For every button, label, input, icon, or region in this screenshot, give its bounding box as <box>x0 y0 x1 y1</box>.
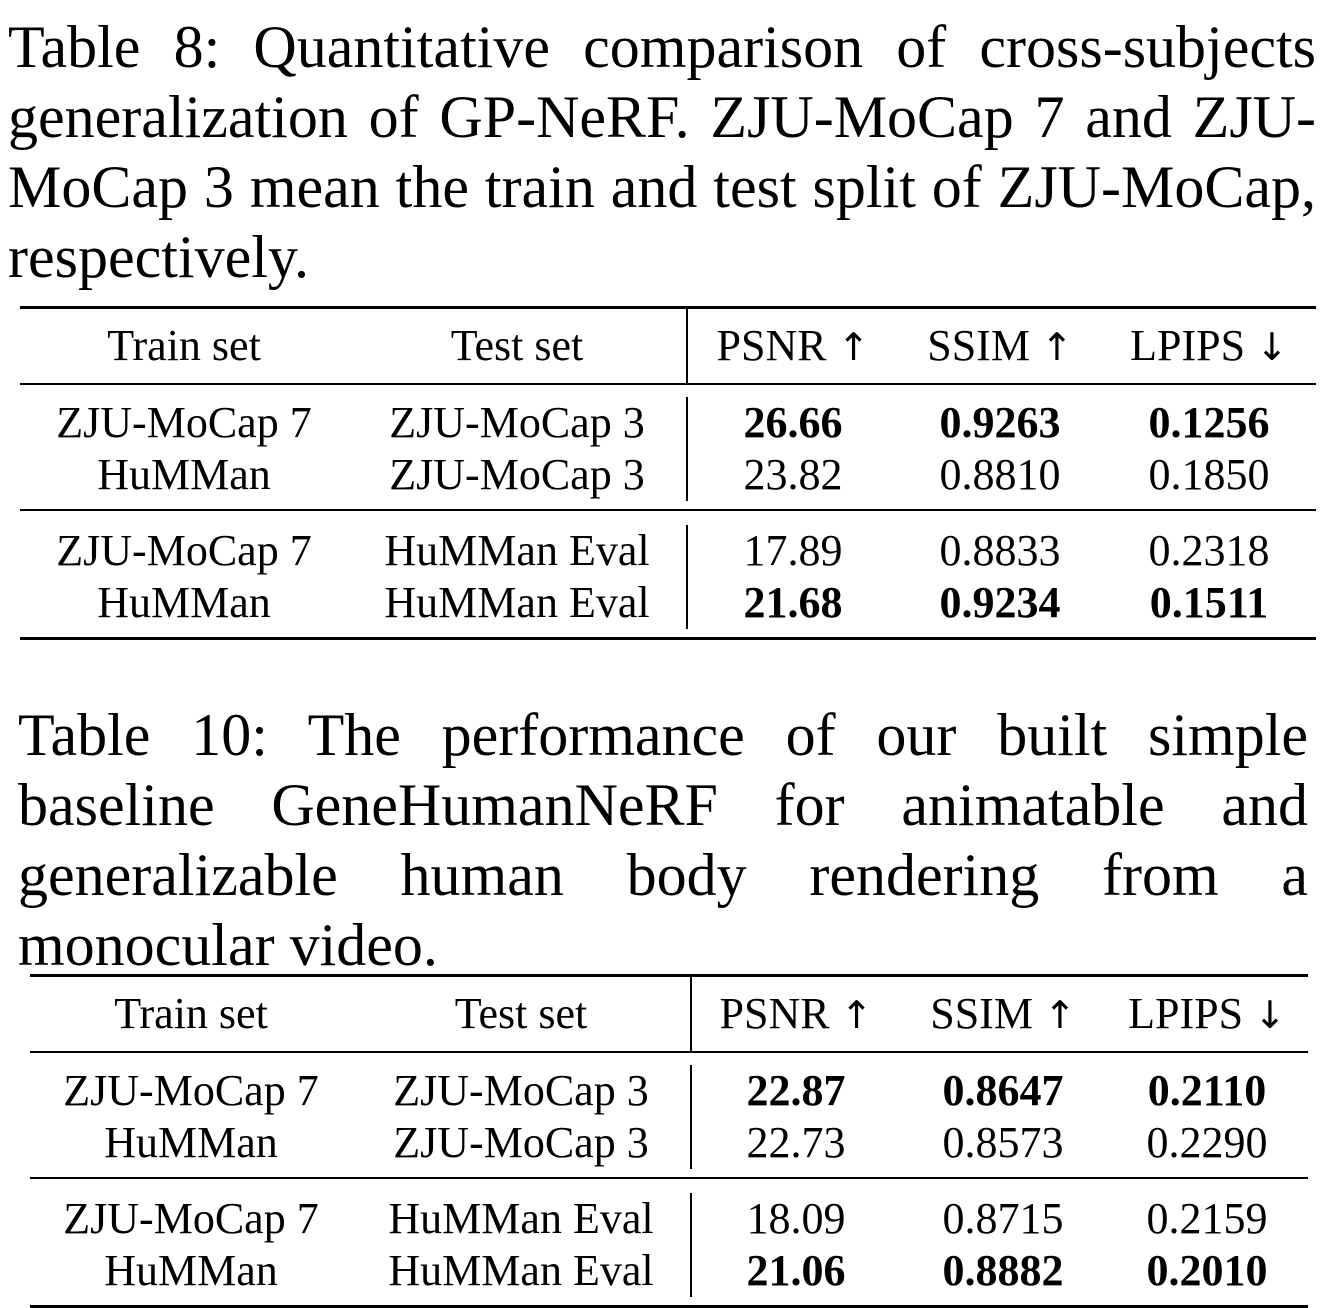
header-rule <box>30 1051 1308 1053</box>
header-ssim: SSIM ↑ <box>898 309 1102 384</box>
up-arrow-icon: ↑ <box>1040 324 1073 369</box>
table-row: ZJU-MoCap 7 HuMMan Eval 17.89 0.8833 0.2… <box>20 525 1316 577</box>
down-arrow-icon: ↓ <box>1254 992 1286 1037</box>
cell-lpips: 0.2010 <box>1146 1246 1268 1295</box>
table-header-row: Train set Test set PSNR ↑ SSIM ↑ LPIPS ↓ <box>20 309 1316 383</box>
cell-lpips: 0.2110 <box>1147 1066 1267 1115</box>
up-arrow-icon: ↑ <box>840 992 873 1037</box>
mid-rule <box>20 509 1316 511</box>
cell-test: HuMMan Eval <box>352 1193 692 1245</box>
cell-train: ZJU-MoCap 7 <box>56 398 312 447</box>
header-lpips: LPIPS ↓ <box>1102 309 1316 384</box>
cell-train: ZJU-MoCap 7 <box>63 1066 319 1115</box>
header-lpips: LPIPS ↓ <box>1106 977 1308 1052</box>
cell-psnr: 21.68 <box>743 578 843 627</box>
cell-test: ZJU-MoCap 3 <box>352 1065 692 1117</box>
row-group-zju-test: ZJU-MoCap 7 ZJU-MoCap 3 22.87 0.8647 0.2… <box>30 1053 1308 1177</box>
cell-test: HuMMan Eval <box>352 1245 692 1297</box>
cell-ssim: 0.8573 <box>942 1118 1064 1167</box>
cell-lpips: 0.1511 <box>1149 578 1269 627</box>
cell-lpips: 0.1256 <box>1148 398 1270 447</box>
cell-lpips: 0.2290 <box>1146 1118 1268 1167</box>
cell-lpips: 0.2318 <box>1148 526 1270 575</box>
cell-psnr: 26.66 <box>743 398 843 447</box>
cell-ssim: 0.8833 <box>939 526 1061 575</box>
cell-ssim: 0.9263 <box>939 398 1061 447</box>
table8-caption: Table 8: Quantitative comparison of cros… <box>8 14 1316 290</box>
header-psnr-label: PSNR <box>719 988 830 1038</box>
top-rule <box>20 306 1316 309</box>
header-lpips-label: LPIPS <box>1130 320 1246 370</box>
cell-test: HuMMan Eval <box>348 577 688 629</box>
header-ssim: SSIM ↑ <box>900 977 1106 1052</box>
cell-psnr: 23.82 <box>743 450 843 499</box>
table-row: ZJU-MoCap 7 HuMMan Eval 18.09 0.8715 0.2… <box>30 1193 1308 1245</box>
header-psnr: PSNR ↑ <box>688 309 898 384</box>
table-row: HuMMan HuMMan Eval 21.68 0.9234 0.1511 <box>20 577 1316 629</box>
table-row: ZJU-MoCap 7 ZJU-MoCap 3 22.87 0.8647 0.2… <box>30 1065 1308 1117</box>
table-row: HuMMan ZJU-MoCap 3 23.82 0.8810 0.1850 <box>20 449 1316 501</box>
header-test-set: Test set <box>352 977 692 1051</box>
header-ssim-label: SSIM <box>930 988 1033 1038</box>
header-lpips-label: LPIPS <box>1128 988 1244 1038</box>
table-row: HuMMan ZJU-MoCap 3 22.73 0.8573 0.2290 <box>30 1117 1308 1169</box>
cell-train: HuMMan <box>104 1246 278 1295</box>
bottom-rule <box>20 637 1316 640</box>
row-group-zju-test: ZJU-MoCap 7 ZJU-MoCap 3 26.66 0.9263 0.1… <box>20 385 1316 509</box>
header-train-set: Train set <box>107 321 261 370</box>
header-rule <box>20 383 1316 385</box>
top-rule <box>30 974 1308 977</box>
row-group-humman-test: ZJU-MoCap 7 HuMMan Eval 17.89 0.8833 0.2… <box>20 511 1316 637</box>
cell-psnr: 17.89 <box>743 526 843 575</box>
up-arrow-icon: ↑ <box>1043 992 1076 1037</box>
table8: Train set Test set PSNR ↑ SSIM ↑ LPIPS ↓… <box>20 306 1316 640</box>
cell-psnr: 18.09 <box>746 1194 846 1243</box>
cell-train: ZJU-MoCap 7 <box>56 526 312 575</box>
header-ssim-label: SSIM <box>927 320 1030 370</box>
cell-psnr: 22.87 <box>746 1066 846 1115</box>
row-group-humman-test: ZJU-MoCap 7 HuMMan Eval 18.09 0.8715 0.2… <box>30 1179 1308 1305</box>
header-train-set: Train set <box>114 989 268 1038</box>
cell-test: HuMMan Eval <box>348 525 688 577</box>
cell-lpips: 0.1850 <box>1148 450 1270 499</box>
table10: Train set Test set PSNR ↑ SSIM ↑ LPIPS ↓… <box>30 974 1308 1308</box>
cell-ssim: 0.8810 <box>939 450 1061 499</box>
table-header-row: Train set Test set PSNR ↑ SSIM ↑ LPIPS ↓ <box>30 977 1308 1051</box>
cell-test: ZJU-MoCap 3 <box>352 1117 692 1169</box>
header-psnr: PSNR ↑ <box>692 977 900 1052</box>
cell-train: ZJU-MoCap 7 <box>63 1194 319 1243</box>
cell-train: HuMMan <box>97 578 271 627</box>
table10-caption: Table 10: The performance of our built s… <box>18 702 1308 978</box>
cell-psnr: 22.73 <box>746 1118 846 1167</box>
cell-ssim: 0.8882 <box>942 1246 1064 1295</box>
down-arrow-icon: ↓ <box>1256 324 1288 369</box>
cell-test: ZJU-MoCap 3 <box>348 449 688 501</box>
cell-train: HuMMan <box>104 1118 278 1167</box>
cell-lpips: 0.2159 <box>1146 1194 1268 1243</box>
cell-ssim: 0.9234 <box>939 578 1061 627</box>
cell-ssim: 0.8715 <box>942 1194 1064 1243</box>
table-row: HuMMan HuMMan Eval 21.06 0.8882 0.2010 <box>30 1245 1308 1297</box>
cell-train: HuMMan <box>97 450 271 499</box>
table-row: ZJU-MoCap 7 ZJU-MoCap 3 26.66 0.9263 0.1… <box>20 397 1316 449</box>
header-test-set: Test set <box>348 309 688 383</box>
header-psnr-label: PSNR <box>716 320 827 370</box>
mid-rule <box>30 1177 1308 1179</box>
cell-test: ZJU-MoCap 3 <box>348 397 688 449</box>
cell-psnr: 21.06 <box>746 1246 846 1295</box>
cell-ssim: 0.8647 <box>942 1066 1064 1115</box>
up-arrow-icon: ↑ <box>837 324 870 369</box>
